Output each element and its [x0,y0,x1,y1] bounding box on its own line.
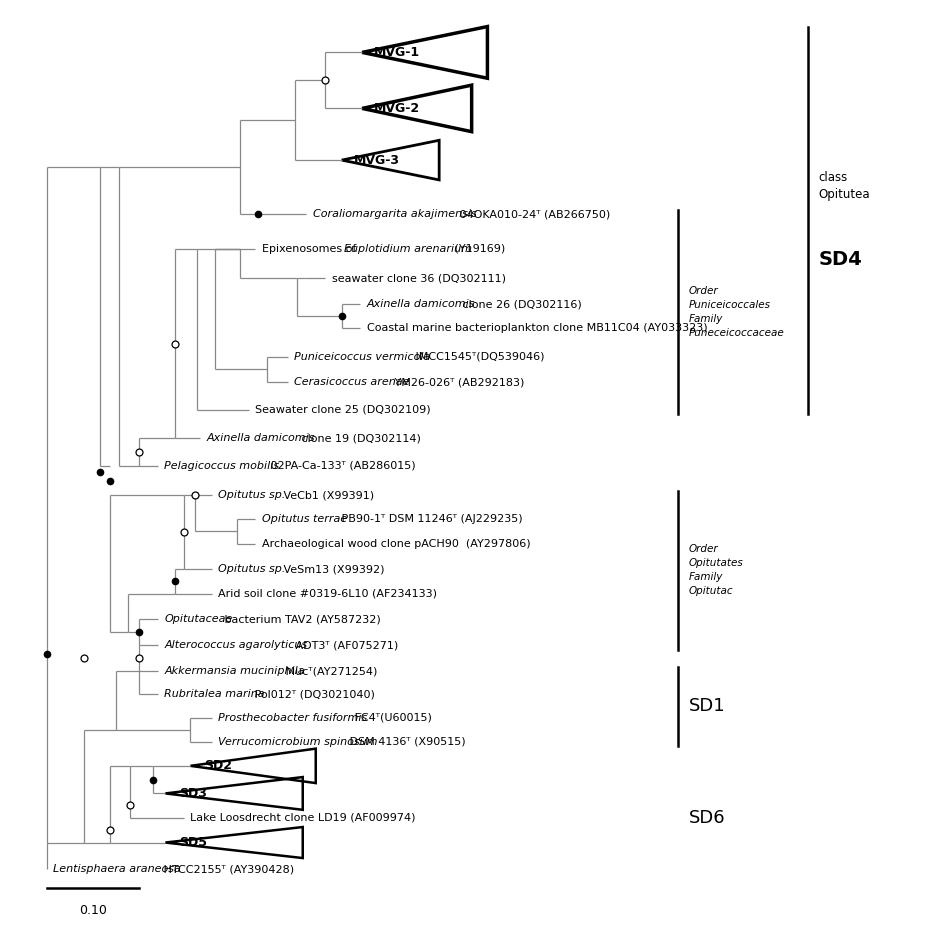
Text: Axinella damicomis: Axinella damicomis [366,299,475,309]
Text: SD6: SD6 [688,809,725,827]
Text: SD5: SD5 [179,836,207,849]
Text: Mucᵀ(AY271254): Mucᵀ(AY271254) [282,666,377,676]
Text: SD2: SD2 [205,760,232,773]
Text: Archaeological wood clone pACH90  (AY297806): Archaeological wood clone pACH90 (AY2978… [262,539,530,549]
Text: VeCb1 (X99391): VeCb1 (X99391) [279,490,374,500]
Text: SD1: SD1 [688,697,725,716]
Text: Opitutus terrae: Opitutus terrae [262,514,348,525]
Text: Akkermansia muciniphila: Akkermansia muciniphila [165,666,305,676]
Text: clone 19 (DQ302114): clone 19 (DQ302114) [298,433,421,444]
Text: Lentisphaera araneosa: Lentisphaera araneosa [53,864,181,874]
Text: ADT3ᵀ (AF075271): ADT3ᵀ (AF075271) [292,640,399,651]
Text: DSM 4136ᵀ (X90515): DSM 4136ᵀ (X90515) [346,736,466,747]
Text: 0.10: 0.10 [79,904,107,917]
Text: Pelagicoccus mobilis: Pelagicoccus mobilis [165,461,279,471]
Text: Lake Loosdrecht clone LD19 (AF009974): Lake Loosdrecht clone LD19 (AF009974) [190,813,416,823]
Text: MVG-1: MVG-1 [374,46,420,59]
Text: VeSm13 (X99392): VeSm13 (X99392) [279,565,384,574]
Text: Euplotidium arenarium: Euplotidium arenarium [344,244,472,254]
Text: HTCC2155ᵀ (AY390428): HTCC2155ᵀ (AY390428) [160,864,295,874]
Text: clone 26 (DQ302116): clone 26 (DQ302116) [458,299,581,309]
Text: Opitutus sp.: Opitutus sp. [218,490,286,500]
Text: MVG-2: MVG-2 [374,102,420,115]
Text: SD3: SD3 [179,787,207,800]
Text: Coastal marine bacterioplankton clone MB11C04 (AY033323): Coastal marine bacterioplankton clone MB… [366,323,707,333]
Text: Order
Puniceicoccales
Family
Puneceicoccaceae: Order Puniceicoccales Family Puneceicocc… [688,286,784,338]
Text: Verrucomicrobium spinosum: Verrucomicrobium spinosum [218,736,378,747]
Text: Alterococcus agarolyticus: Alterococcus agarolyticus [165,640,308,651]
Text: Seawater clone 25 (DQ302109): Seawater clone 25 (DQ302109) [256,405,431,415]
Text: Order
Opitutates
Family
Opitutac: Order Opitutates Family Opitutac [688,544,743,596]
Text: Cerasicoccus arenae: Cerasicoccus arenae [295,377,410,388]
Text: Puniceicoccus vermicola: Puniceicoccus vermicola [295,351,431,362]
Text: seawater clone 36 (DQ302111): seawater clone 36 (DQ302111) [331,273,506,283]
Text: bacterium TAV2 (AY587232): bacterium TAV2 (AY587232) [221,614,381,624]
Text: Opitutaceae: Opitutaceae [165,614,233,624]
Text: Arid soil clone #0319-6L10 (AF234133): Arid soil clone #0319-6L10 (AF234133) [218,588,438,598]
Text: Epixenosomes of: Epixenosomes of [262,244,360,254]
Text: SD4: SD4 [819,250,863,268]
Text: Coraliomargarita akajimensis: Coraliomargarita akajimensis [313,210,476,219]
Text: 04OKA010-24ᵀ (AB266750): 04OKA010-24ᵀ (AB266750) [456,210,610,219]
Text: Pol012ᵀ (DQ3021040): Pol012ᵀ (DQ3021040) [251,690,375,699]
Text: Rubritalea marina: Rubritalea marina [165,690,265,699]
Text: 02PA-Ca-133ᵀ (AB286015): 02PA-Ca-133ᵀ (AB286015) [266,461,415,471]
Text: YM26-026ᵀ (AB292183): YM26-026ᵀ (AB292183) [391,377,525,388]
Text: Prosthecobacter fusiformis: Prosthecobacter fusiformis [218,713,367,722]
Text: PB90-1ᵀ DSM 11246ᵀ (AJ229235): PB90-1ᵀ DSM 11246ᵀ (AJ229235) [338,514,523,525]
Text: Axinella damicomis: Axinella damicomis [206,433,314,444]
Text: class
Opitutea: class Opitutea [819,171,870,201]
Text: MVG-3: MVG-3 [354,154,400,167]
Text: IMCC1545ᵀ(DQ539046): IMCC1545ᵀ(DQ539046) [412,351,545,362]
Text: Opitutus sp.: Opitutus sp. [218,565,286,574]
Text: (Y19169): (Y19169) [451,244,505,254]
Text: FC4ᵀ(U60015): FC4ᵀ(U60015) [351,713,432,722]
